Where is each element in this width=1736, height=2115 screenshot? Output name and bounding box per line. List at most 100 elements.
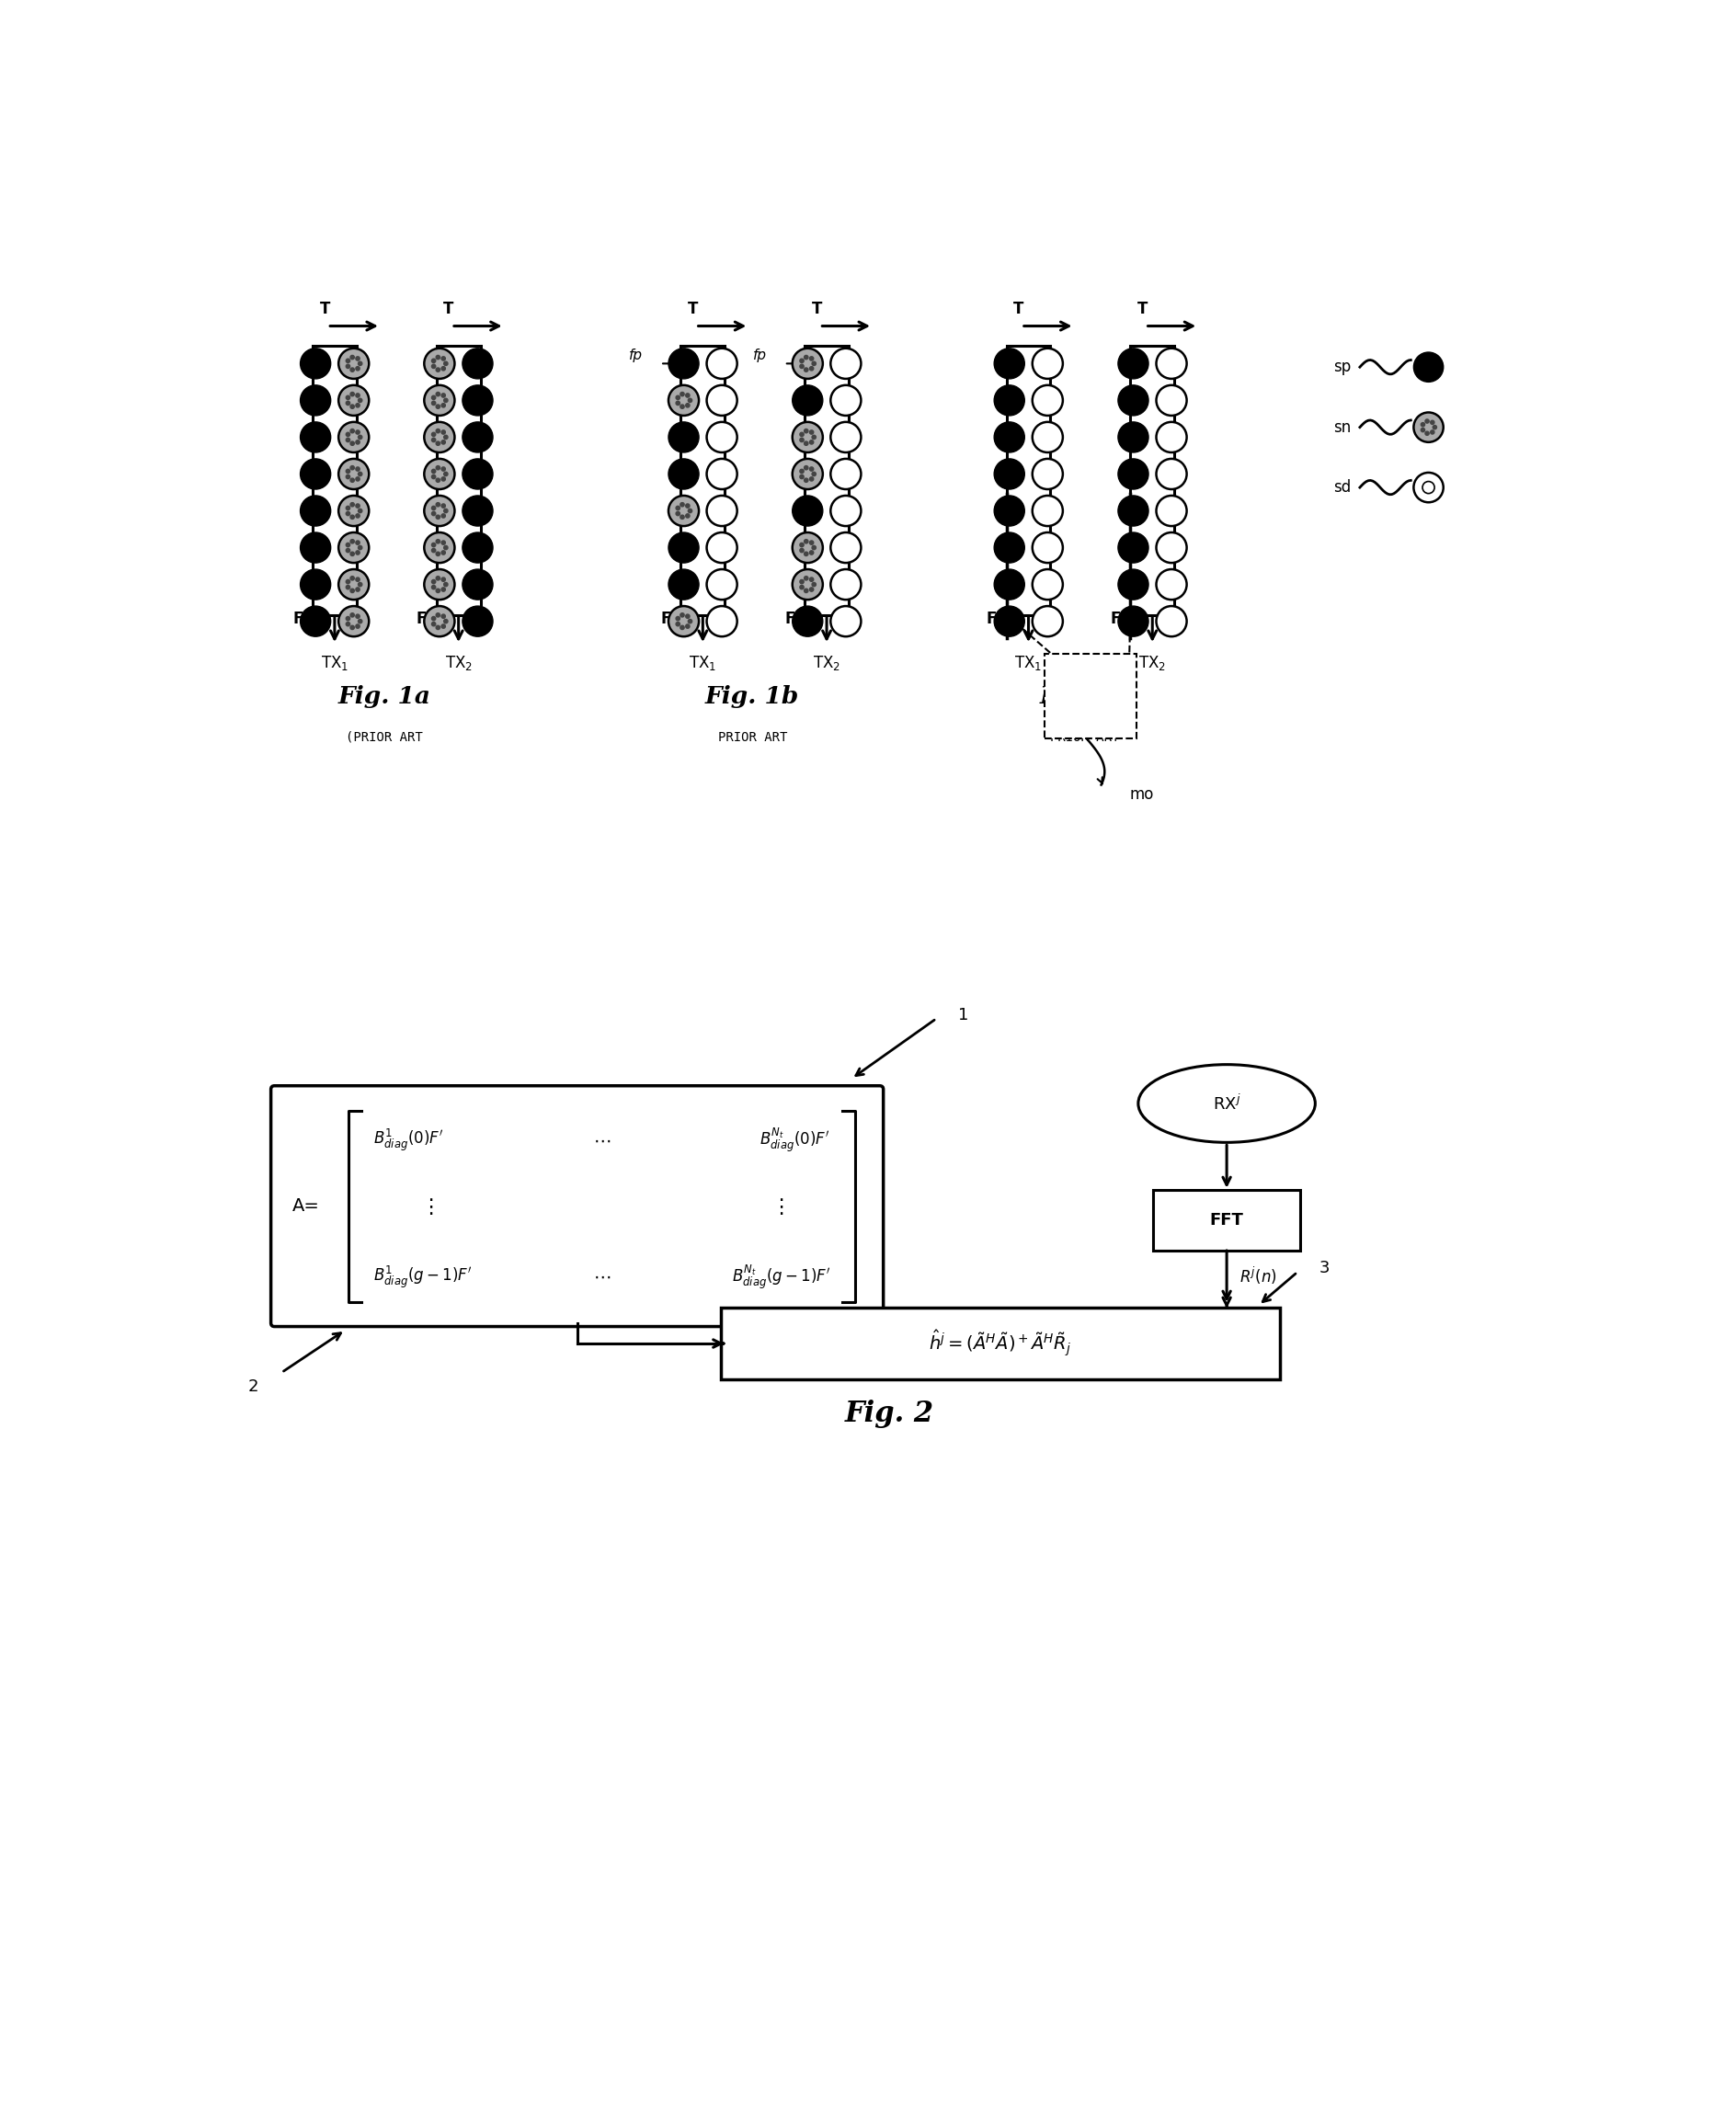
Circle shape	[424, 459, 455, 489]
Text: $\vdots$: $\vdots$	[420, 1195, 434, 1216]
Circle shape	[432, 470, 436, 474]
Circle shape	[1156, 349, 1187, 379]
Circle shape	[830, 607, 861, 637]
Circle shape	[356, 429, 359, 434]
Circle shape	[358, 472, 363, 476]
Circle shape	[1156, 459, 1187, 489]
Bar	[1007, 347, 1050, 615]
Text: $R^{j}(n)$: $R^{j}(n)$	[1240, 1265, 1276, 1286]
Circle shape	[345, 438, 351, 442]
Circle shape	[444, 436, 448, 440]
Bar	[681, 347, 724, 615]
Circle shape	[668, 607, 700, 637]
Circle shape	[1432, 425, 1437, 429]
Circle shape	[356, 514, 359, 518]
Circle shape	[995, 569, 1024, 601]
Circle shape	[436, 539, 439, 544]
Circle shape	[668, 495, 700, 527]
Circle shape	[444, 398, 448, 402]
Circle shape	[441, 429, 446, 434]
Circle shape	[436, 575, 439, 580]
Circle shape	[800, 431, 804, 436]
Text: TX$_2$: TX$_2$	[444, 654, 472, 673]
Circle shape	[804, 442, 809, 446]
Circle shape	[1033, 533, 1062, 563]
Circle shape	[351, 588, 354, 592]
Text: $\cdots$: $\cdots$	[594, 1269, 611, 1286]
Text: T: T	[811, 300, 823, 317]
Text: PRIOR ART: PRIOR ART	[1050, 732, 1120, 744]
Circle shape	[441, 550, 446, 554]
Circle shape	[351, 626, 354, 630]
Circle shape	[792, 533, 823, 563]
Circle shape	[1156, 569, 1187, 601]
Circle shape	[809, 366, 814, 370]
Circle shape	[800, 474, 804, 478]
Text: TX$_1$: TX$_1$	[1014, 654, 1042, 673]
Circle shape	[830, 459, 861, 489]
FancyBboxPatch shape	[720, 1307, 1279, 1379]
Circle shape	[1425, 419, 1429, 423]
Circle shape	[436, 478, 439, 482]
Circle shape	[345, 512, 351, 516]
Circle shape	[1033, 349, 1062, 379]
Circle shape	[804, 478, 809, 482]
Circle shape	[345, 505, 351, 510]
Circle shape	[432, 586, 436, 590]
Circle shape	[424, 495, 455, 527]
Circle shape	[686, 624, 689, 628]
Circle shape	[345, 364, 351, 368]
Circle shape	[1033, 607, 1062, 637]
Circle shape	[668, 459, 700, 489]
Circle shape	[339, 423, 370, 453]
Circle shape	[800, 580, 804, 584]
Text: TX$_1$: TX$_1$	[689, 654, 717, 673]
Circle shape	[345, 548, 351, 552]
Circle shape	[424, 423, 455, 453]
Circle shape	[351, 391, 354, 396]
Circle shape	[356, 478, 359, 480]
Circle shape	[1118, 459, 1149, 489]
Text: fp: fp	[628, 349, 642, 362]
Circle shape	[687, 510, 693, 512]
Text: F: F	[986, 611, 996, 626]
Bar	[806, 347, 849, 615]
Circle shape	[444, 620, 448, 624]
Circle shape	[432, 548, 436, 552]
Text: 3: 3	[1319, 1261, 1330, 1277]
Text: A=: A=	[293, 1197, 319, 1214]
Circle shape	[300, 459, 332, 489]
FancyBboxPatch shape	[1153, 1191, 1300, 1250]
Circle shape	[351, 503, 354, 508]
Text: $B^{N_t}_{diag}(0)F'$: $B^{N_t}_{diag}(0)F'$	[760, 1127, 830, 1155]
Circle shape	[812, 436, 816, 440]
Circle shape	[681, 404, 684, 408]
Text: T: T	[687, 300, 698, 317]
Circle shape	[339, 607, 370, 637]
Circle shape	[800, 470, 804, 474]
Circle shape	[1422, 482, 1434, 493]
Text: T: T	[443, 300, 453, 317]
Circle shape	[345, 470, 351, 474]
Circle shape	[804, 429, 809, 434]
Circle shape	[707, 385, 738, 415]
Text: F: F	[785, 611, 795, 626]
Circle shape	[441, 393, 446, 398]
Circle shape	[809, 588, 814, 592]
Circle shape	[675, 622, 681, 626]
Circle shape	[339, 495, 370, 527]
Circle shape	[444, 362, 448, 366]
Circle shape	[441, 577, 446, 582]
Circle shape	[424, 569, 455, 601]
Circle shape	[800, 548, 804, 552]
Text: sd: sd	[1333, 480, 1351, 495]
Circle shape	[462, 385, 493, 415]
Text: T: T	[1137, 300, 1147, 317]
Text: TX$_1$: TX$_1$	[321, 654, 349, 673]
Text: 2: 2	[248, 1379, 259, 1396]
Circle shape	[436, 516, 439, 518]
Circle shape	[1033, 569, 1062, 601]
Circle shape	[686, 503, 689, 508]
Circle shape	[358, 510, 363, 512]
Circle shape	[345, 544, 351, 548]
